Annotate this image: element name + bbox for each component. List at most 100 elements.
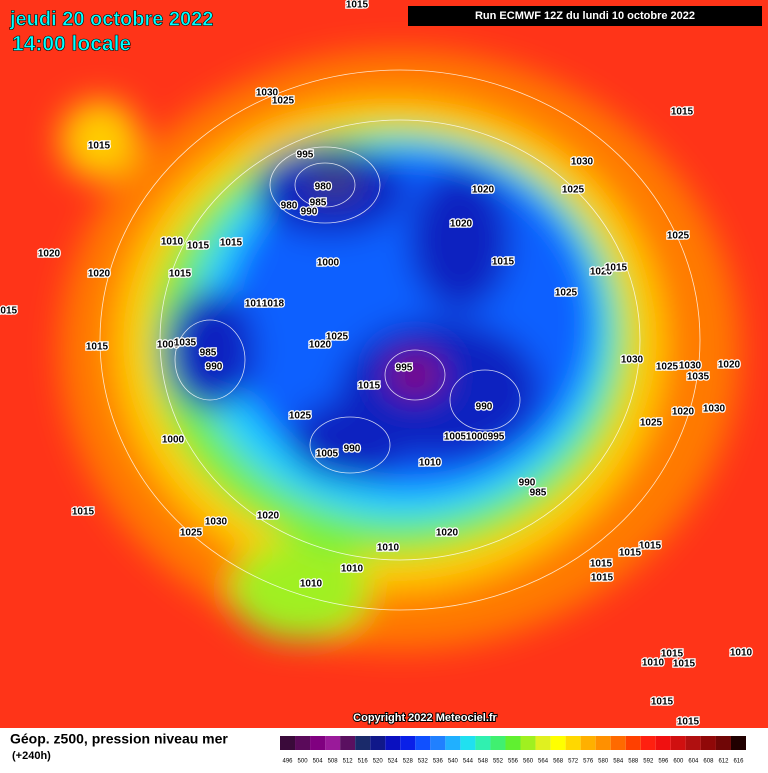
legend-label: 552 [493,759,504,765]
isobar-label: 1015 [86,342,109,353]
isobar-label: 1025 [289,411,312,422]
isobar-label: 1020 [450,219,473,230]
legend-swatch [310,736,326,750]
legend-swatch [325,736,341,750]
isobar-label: 1018 [262,299,285,310]
isobar-label: 985 [530,488,547,499]
isobar-label: 1005 [316,449,339,460]
legend-swatch [685,736,701,750]
isobar-label: 1015 [88,141,111,152]
legend-label: 524 [388,759,399,765]
legend-swatch [385,736,401,750]
isobar-label: 1015 [220,238,243,249]
isobar-label: 990 [519,478,536,489]
legend-swatch [370,736,386,750]
isobar-label: 1010 [161,237,184,248]
legend-label: 568 [553,759,564,765]
isobar-label: 1015 [671,107,694,118]
legend-swatch [640,736,656,750]
isobar-label: 1030 [679,361,702,372]
legend-label: 596 [658,759,669,765]
isobar-label: 1015 [673,659,696,670]
isobar-label: 1020 [718,360,741,371]
isobar-label: 1000 [466,432,489,443]
legend-swatch [460,736,476,750]
title: jeudi 20 octobre 2022 [9,8,213,30]
isobar-label: 1025 [562,185,585,196]
isobar-label: 1015 [591,573,614,584]
legend-swatch [295,736,311,750]
legend-swatch [595,736,611,750]
legend-label: 512 [343,759,354,765]
isobar-label: 1015 [169,269,192,280]
isobar-label: 1000 [162,435,185,446]
isobar-label: 1025 [180,528,203,539]
isobar-labels: 1015103010251015995980985980990102010301… [0,0,754,729]
run-info: Run ECMWF 12Z du lundi 10 octobre 2022 [475,10,695,22]
isobar-label: 1020 [590,267,613,278]
isobar-label: 1035 [174,338,197,349]
legend-label: 532 [418,759,429,765]
isobar-label: 1010 [341,564,364,575]
isobar-label: 1030 [703,404,726,415]
isobar-label: 1015 [492,257,515,268]
legend-label: 584 [613,759,624,765]
legend-label: 612 [718,759,729,765]
isobar-label: 1025 [656,362,679,373]
isobar-label: 990 [301,207,318,218]
isobar-label: 1020 [472,185,495,196]
legend-label: 604 [688,759,699,765]
legend-swatch [730,736,746,750]
legend-swatch [655,736,671,750]
legend-label: 548 [478,759,489,765]
legend-label: 496 [283,759,294,765]
legend-label: 616 [733,759,744,765]
isobar-label: 1035 [687,372,710,383]
legend-swatch [535,736,551,750]
isobar-label: 1020 [88,269,111,280]
legend-label: 500 [298,759,309,765]
legend-label: 508 [328,759,339,765]
legend-swatch [475,736,491,750]
legend-swatch [415,736,431,750]
isobar-label: 1010 [245,299,268,310]
isobar-label: 990 [476,402,493,413]
legend-swatch [355,736,371,750]
isobar-label: 1025 [640,418,663,429]
isobar-label: 1015 [639,541,662,552]
isobar-label: 1030 [205,517,228,528]
isobar-label: 995 [297,150,314,161]
isobar-label: 1020 [38,249,61,260]
isobar-label: 995 [396,363,413,374]
isobar-label: 1015 [619,548,642,559]
legend-label: 592 [643,759,654,765]
isobar-label: 1015 [651,697,674,708]
isobar-label: 1015 [0,306,18,317]
isobar-label: 1025 [555,288,578,299]
isobar-label: 1015 [187,241,210,252]
isobar-label: 1025 [272,96,295,107]
isobar-label: 1000 [157,340,180,351]
legend-label: 540 [448,759,459,765]
legend-swatch [430,736,446,750]
legend-swatch [490,736,506,750]
isobar-label: 1030 [256,88,279,99]
isobar-label: 1010 [730,648,753,659]
isobar-label: 1005 [444,432,467,443]
legend-swatch [445,736,461,750]
legend-label: 580 [598,759,609,765]
isobar-label: 980 [281,201,298,212]
isobar-label: 1015 [677,717,700,728]
legend-swatch [340,736,356,750]
legend-swatch [565,736,581,750]
isobar-label: 1015 [358,381,381,392]
legend-label: 600 [673,759,684,765]
legend: 496 500 504 508 512 516 520 524 528 532 536 540 544 5… [280,736,746,765]
isobar-label: 1025 [667,231,690,242]
legend-swatch [550,736,566,750]
legend-swatch [670,736,686,750]
legend-label: 520 [373,759,384,765]
isobar-label: 990 [206,362,223,373]
isobar-label: 1010 [377,543,400,554]
